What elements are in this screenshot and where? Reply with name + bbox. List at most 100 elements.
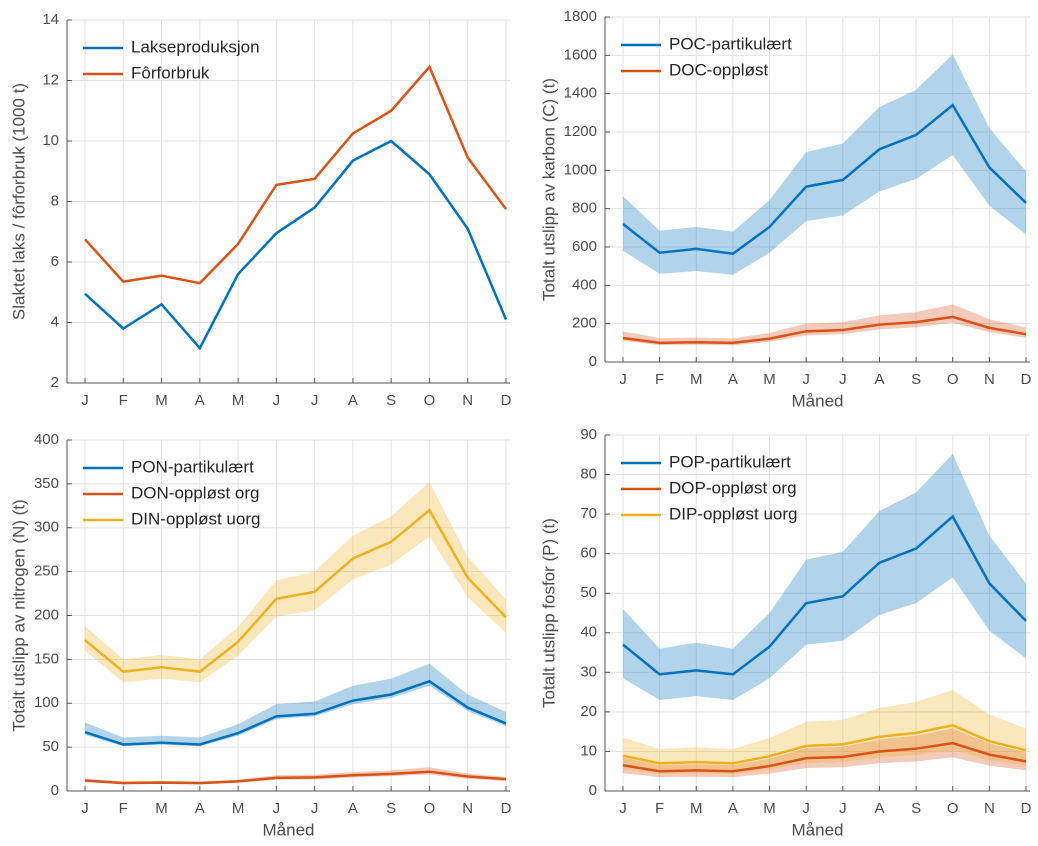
y-tick-label: 1600 (564, 46, 597, 63)
x-tick-label: J (273, 392, 281, 409)
x-tick-label: F (655, 371, 664, 388)
y-tick-label: 150 (34, 650, 59, 667)
x-tick-label: A (728, 800, 738, 817)
y-tick-label: 0 (589, 782, 597, 799)
y-tick-label: 10 (580, 742, 597, 759)
x-tick-label: O (424, 800, 436, 817)
legend-label: POC-partikulært (669, 34, 792, 53)
x-tick-label: A (874, 800, 884, 817)
y-tick-label: 250 (34, 563, 59, 580)
confidence-band (85, 663, 506, 747)
legend-label: DON-oppløst org (131, 483, 259, 502)
x-tick-label: F (119, 800, 128, 817)
confidence-band (623, 54, 1026, 275)
x-tick-label: D (1021, 371, 1032, 388)
y-tick-label: 100 (34, 694, 59, 711)
confidence-band (623, 304, 1026, 346)
series-line (622, 724, 1027, 765)
y-tick-label: 0 (589, 353, 597, 370)
x-tick-label: J (81, 800, 89, 817)
x-tick-label: D (501, 392, 512, 409)
x-tick-label: J (311, 392, 319, 409)
x-tick-label: A (874, 371, 884, 388)
legend-label: DOC-oppløst (669, 60, 768, 79)
legend-label: Fôrforbruk (131, 63, 210, 82)
x-tick-label: J (273, 800, 281, 817)
y-tick-label: 80 (580, 466, 597, 483)
y-axis-label: Totalt utslipp av nitrogen (N) (t) (9, 499, 28, 731)
y-tick-label: 8 (51, 192, 59, 209)
confidence-band (85, 482, 506, 683)
y-tick-label: 4 (51, 313, 59, 330)
y-tick-label: 20 (580, 703, 597, 720)
confidence-band (623, 453, 1026, 701)
y-axis-label: Slaktet laks / fôrforbruk (1000 t) (9, 83, 28, 320)
x-tick-label: J (81, 392, 89, 409)
y-tick-label: 200 (34, 606, 59, 623)
x-tick-label: S (386, 800, 396, 817)
y-tick-label: 50 (42, 738, 59, 755)
series-line (84, 64, 508, 285)
x-tick-label: S (386, 392, 396, 409)
x-tick-label: N (462, 800, 473, 817)
y-tick-label: 400 (572, 276, 597, 293)
y-tick-label: 1200 (564, 123, 597, 140)
x-tick-label: S (911, 371, 921, 388)
x-tick-label: A (195, 800, 205, 817)
y-axis-label: Totalt utslipp av karbon (C) (t) (539, 78, 558, 301)
x-axis-label: Måned (263, 820, 315, 839)
x-tick-label: J (311, 800, 319, 817)
y-tick-label: 12 (42, 71, 59, 88)
legend-label: DIP-oppløst uorg (669, 504, 798, 523)
x-tick-label: J (619, 800, 627, 817)
x-tick-label: M (155, 392, 168, 409)
y-tick-label: 1400 (564, 85, 597, 102)
x-tick-label: J (839, 800, 847, 817)
series-line (622, 315, 1027, 345)
x-tick-label: N (984, 371, 995, 388)
series-line (84, 508, 507, 673)
x-tick-label: O (424, 392, 436, 409)
y-tick-label: 350 (34, 475, 59, 492)
legend-label: PON-partikulært (131, 457, 254, 476)
x-tick-label: J (802, 371, 810, 388)
confidence-band (623, 690, 1026, 774)
x-tick-label: J (619, 371, 627, 388)
y-axis-label: Totalt utslipp fosfor (P) (t) (539, 518, 558, 708)
confidence-band (623, 728, 1026, 778)
y-tick-label: 400 (34, 431, 59, 448)
x-tick-label: M (763, 371, 776, 388)
x-tick-label: F (655, 800, 664, 817)
y-tick-label: 30 (580, 663, 597, 680)
y-tick-label: 50 (580, 584, 597, 601)
x-axis-label: Måned (792, 820, 844, 839)
x-tick-label: A (348, 800, 358, 817)
legend-label: Lakseproduksjon (131, 37, 260, 56)
y-tick-label: 6 (51, 253, 59, 270)
y-tick-label: 14 (42, 11, 59, 28)
x-tick-label: M (232, 392, 245, 409)
x-tick-label: O (947, 800, 959, 817)
x-tick-label: S (911, 800, 921, 817)
y-tick-label: 300 (34, 519, 59, 536)
x-tick-label: O (947, 371, 959, 388)
x-tick-label: M (155, 800, 168, 817)
y-tick-label: 2 (51, 374, 59, 391)
y-tick-label: 600 (572, 238, 597, 255)
x-tick-label: M (232, 800, 245, 817)
y-tick-label: 800 (572, 200, 597, 217)
x-tick-label: J (802, 800, 810, 817)
x-tick-label: D (1021, 800, 1032, 817)
x-tick-label: J (839, 371, 847, 388)
x-tick-label: M (763, 800, 776, 817)
y-tick-label: 90 (580, 426, 597, 443)
y-tick-label: 1000 (564, 161, 597, 178)
legend-label: POP-partikulært (669, 452, 791, 471)
x-tick-label: M (690, 371, 703, 388)
confidence-band (85, 767, 506, 784)
y-tick-label: 70 (580, 505, 597, 522)
x-tick-label: D (501, 800, 512, 817)
series-line (84, 679, 507, 746)
x-tick-label: A (728, 371, 738, 388)
